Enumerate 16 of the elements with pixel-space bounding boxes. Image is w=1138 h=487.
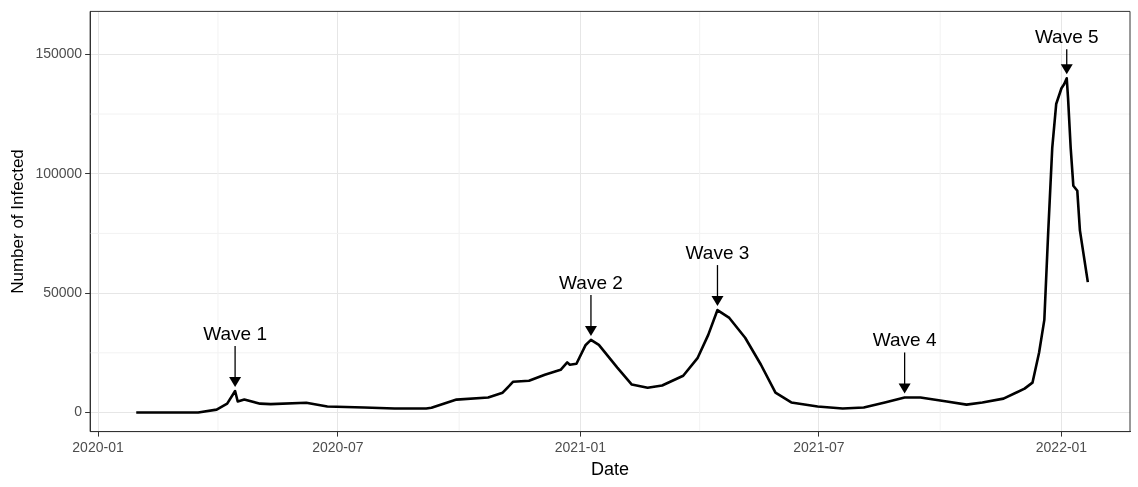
x-tick-label: 2021-01 [554,438,607,455]
x-tick-label: 2021-07 [793,438,845,455]
x-tick-label: 2022-01 [1035,438,1088,455]
x-axis-title: Date [591,459,630,480]
y-tick-label: 0 [74,403,83,420]
annotation: Wave 4 [872,329,937,351]
x-tick-label: 2020-01 [72,438,124,455]
y-tick-label: 100000 [35,164,83,181]
x-tick-label: 2020-07 [312,438,364,455]
y-tick-label: 50000 [43,283,83,300]
annotation: Wave 2 [559,271,623,293]
y-axis-title: Number of Infected [7,149,27,294]
annotation: Wave 3 [685,241,750,263]
annotation: Wave 5 [1034,25,1099,47]
annotation: Wave 1 [203,322,267,344]
y-tick-label: 150000 [35,45,83,62]
